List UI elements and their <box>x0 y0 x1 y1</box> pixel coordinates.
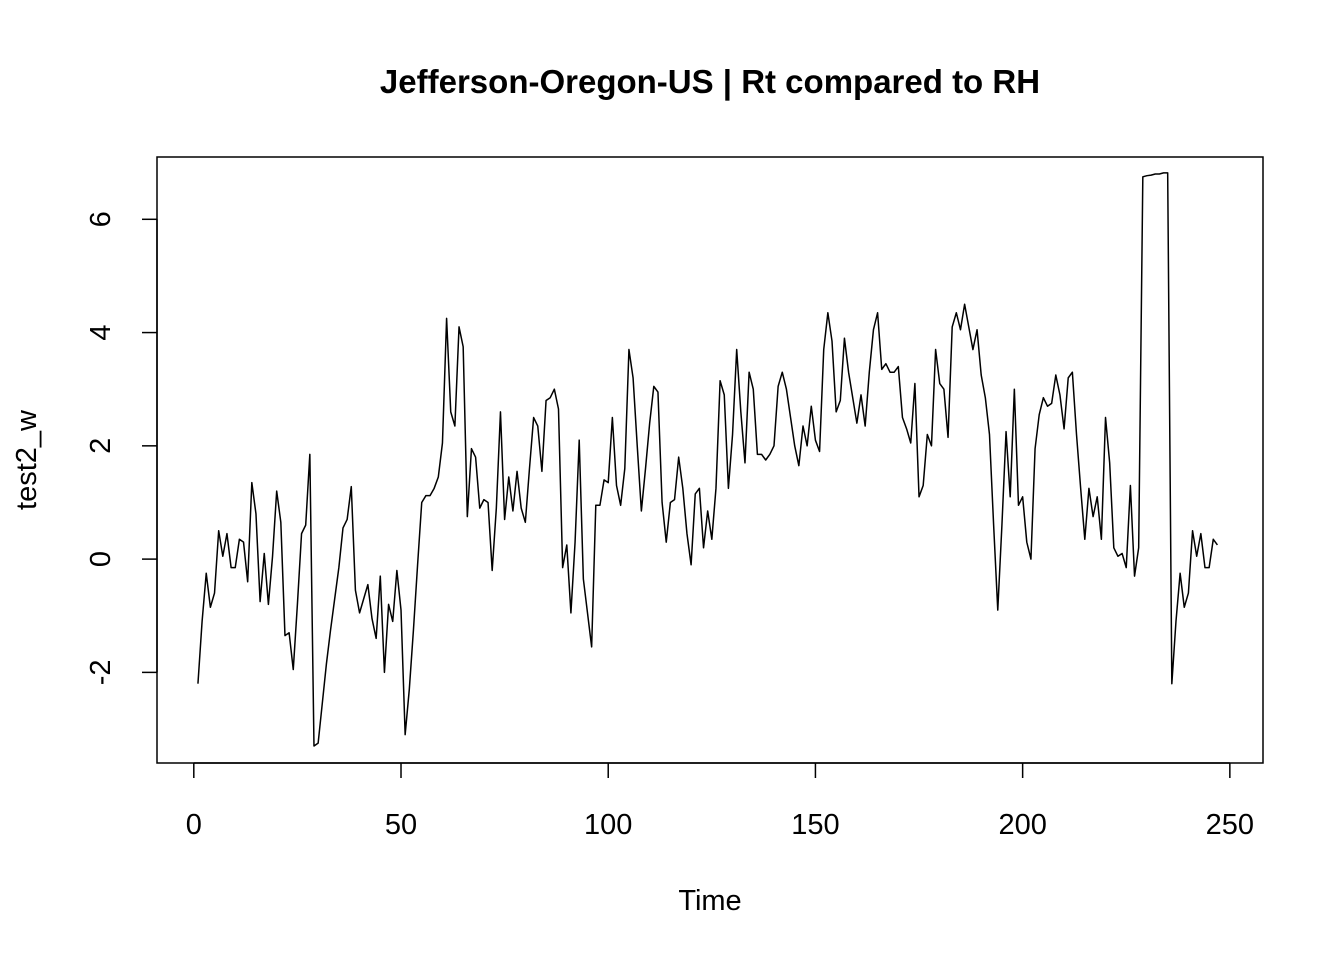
x-tick-label: 200 <box>998 809 1046 841</box>
y-tick-label: 4 <box>85 324 117 340</box>
x-tick-label: 0 <box>186 809 202 841</box>
x-tick-label: 50 <box>385 809 417 841</box>
y-tick-label: 2 <box>85 438 117 454</box>
y-tick-label: 6 <box>85 211 117 227</box>
x-axis: 0 50 100 150 200 250 <box>186 762 1254 841</box>
chart-title: Jefferson-Oregon-US | Rt compared to RH <box>380 63 1040 100</box>
y-tick-label: -2 <box>85 659 117 685</box>
y-axis: -2 0 2 4 6 <box>85 211 158 685</box>
x-tick-label: 150 <box>791 809 839 841</box>
plot-frame <box>156 156 1264 764</box>
x-tick-label: 250 <box>1206 809 1254 841</box>
series-line <box>197 172 1219 747</box>
y-axis-label: test2_w <box>11 409 43 510</box>
x-tick-label: 100 <box>584 809 632 841</box>
y-tick-label: 0 <box>85 551 117 567</box>
x-axis-label: Time <box>678 885 741 917</box>
